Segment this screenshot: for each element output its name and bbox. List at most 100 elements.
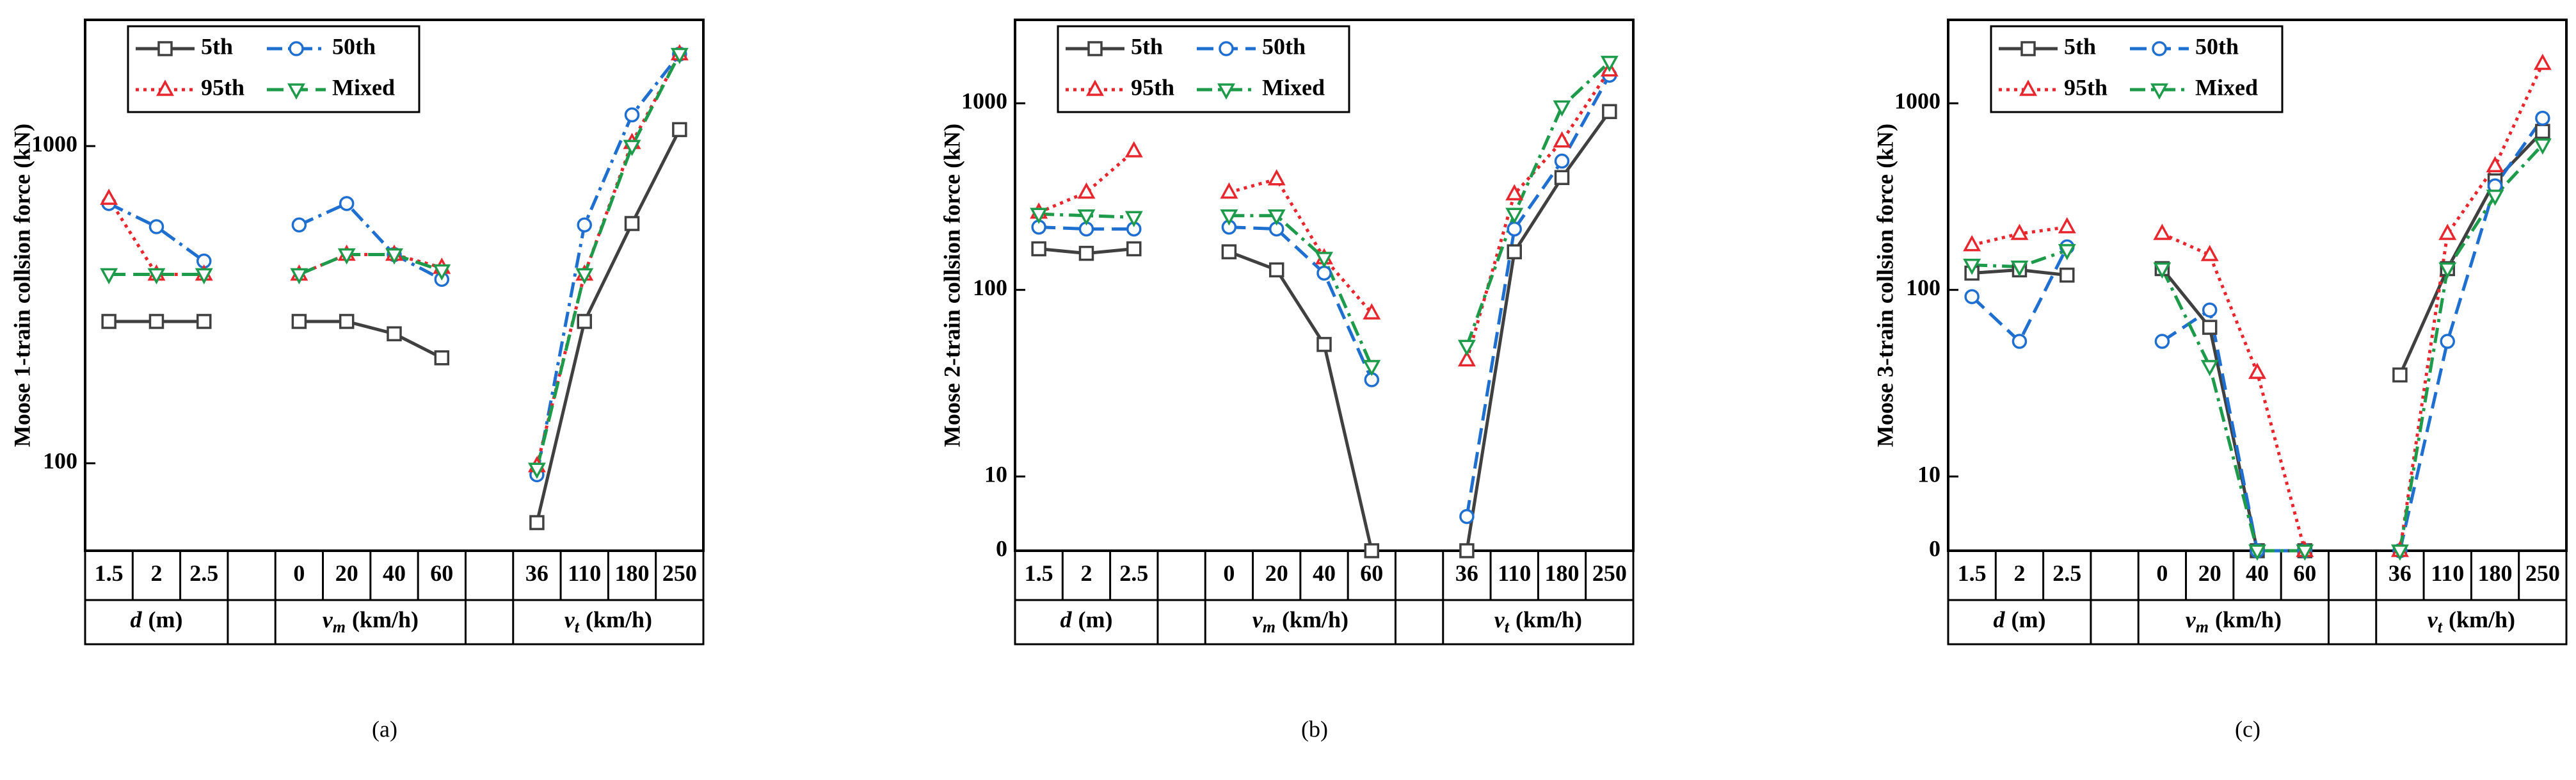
group-label: vt (km/h) — [564, 607, 652, 637]
marker — [1507, 244, 1522, 259]
x-tick-label: 0 — [293, 560, 305, 586]
group-var: v — [2186, 607, 2196, 633]
group-var: d — [130, 607, 142, 633]
legend-label: 95th — [1131, 74, 1174, 100]
y-tick-label: 100 — [1906, 275, 1940, 300]
marker — [1600, 56, 1619, 72]
marker — [2533, 53, 2552, 70]
x-tick-label: 40 — [1313, 560, 1336, 586]
x-tick-label: 250 — [662, 560, 697, 586]
group-unit: (km/h) — [352, 607, 419, 633]
marker — [2202, 302, 2218, 318]
marker — [1316, 337, 1332, 352]
legend-label: 5th — [2064, 33, 2096, 59]
marker — [623, 140, 641, 156]
x-tick-label: 36 — [1455, 560, 1478, 586]
group-unit: (m) — [2011, 607, 2045, 633]
series-line — [1971, 117, 2544, 553]
marker — [1124, 211, 1143, 227]
marker — [527, 462, 546, 479]
marker — [433, 264, 451, 281]
marker — [1078, 245, 1094, 261]
marker — [1457, 339, 1476, 357]
marker — [1553, 100, 1571, 117]
legend-label: Mixed — [2195, 74, 2258, 100]
y-tick-label: 0 — [996, 535, 1007, 561]
marker — [2200, 360, 2219, 377]
marker — [1268, 262, 1284, 278]
marker — [1126, 241, 1142, 257]
marker — [291, 217, 307, 233]
marker — [2248, 544, 2266, 561]
legend-label: 95th — [201, 74, 244, 100]
group-unit: (km/h) — [1282, 607, 1348, 633]
x-tick-label: 60 — [2293, 560, 2316, 586]
marker — [1505, 184, 1524, 200]
marker — [1602, 104, 1617, 119]
marker — [385, 248, 403, 265]
legend-label: 95th — [2064, 74, 2108, 100]
group-unit: (m) — [148, 607, 182, 633]
x-tick-label: 2 — [150, 560, 162, 586]
marker — [1221, 244, 1237, 259]
marker — [339, 196, 355, 211]
legend-label: 50th — [2195, 33, 2239, 59]
legend-label: 50th — [1262, 33, 1306, 59]
marker — [1364, 543, 1380, 558]
x-tick-label: 110 — [568, 560, 601, 586]
x-tick-label: 250 — [2525, 560, 2560, 586]
marker — [1507, 221, 1522, 237]
marker — [624, 216, 640, 231]
marker — [1267, 209, 1286, 226]
marker — [100, 268, 118, 285]
marker — [1505, 207, 1524, 224]
group-label: vm (km/h) — [1252, 607, 1348, 637]
marker — [2020, 41, 2036, 56]
x-tick-label: 1.5 — [1025, 560, 1053, 586]
x-tick-label: 2.5 — [189, 560, 218, 586]
marker — [2010, 260, 2029, 277]
marker — [2200, 245, 2219, 261]
marker — [2440, 334, 2455, 349]
x-tick-label: 180 — [2478, 560, 2513, 586]
marker — [575, 268, 594, 285]
marker — [2486, 156, 2504, 173]
marker — [529, 515, 545, 530]
marker — [577, 314, 592, 329]
marker — [2438, 262, 2457, 279]
series-line — [1039, 61, 1611, 367]
y-axis-label: Moose 2-train collsion force (kN) — [939, 124, 964, 447]
y-axis-label: Moose 1-train collsion force (kN) — [9, 124, 35, 447]
marker — [2486, 190, 2504, 206]
x-tick-label: 180 — [1545, 560, 1580, 586]
group-sub: m — [2196, 617, 2209, 636]
x-tick-label: 40 — [383, 560, 406, 586]
marker — [1030, 207, 1048, 224]
marker — [2010, 223, 2029, 240]
marker — [2535, 124, 2550, 139]
marker — [2390, 544, 2409, 561]
marker — [1220, 182, 1238, 199]
marker — [1316, 265, 1332, 281]
marker — [577, 217, 592, 233]
x-tick-label: 20 — [2198, 560, 2221, 586]
marker — [1315, 252, 1333, 268]
x-tick-label: 36 — [2388, 560, 2412, 586]
x-tick-label: 2 — [2013, 560, 2025, 586]
marker — [1363, 303, 1381, 320]
marker — [670, 47, 689, 65]
legend-label: Mixed — [332, 74, 395, 100]
y-axis-label: Moose 3-train collsion force (kN) — [1872, 124, 1898, 447]
x-tick-label: 0 — [1223, 560, 1235, 586]
marker — [1964, 289, 1980, 304]
marker — [148, 219, 164, 234]
x-tick-label: 20 — [335, 560, 358, 586]
marker — [1459, 508, 1475, 524]
marker — [1553, 131, 1571, 148]
table-frame — [84, 549, 705, 646]
marker — [387, 326, 402, 341]
group-var: d — [1993, 607, 2005, 633]
marker — [2296, 544, 2314, 561]
x-tick-label: 60 — [430, 560, 453, 586]
